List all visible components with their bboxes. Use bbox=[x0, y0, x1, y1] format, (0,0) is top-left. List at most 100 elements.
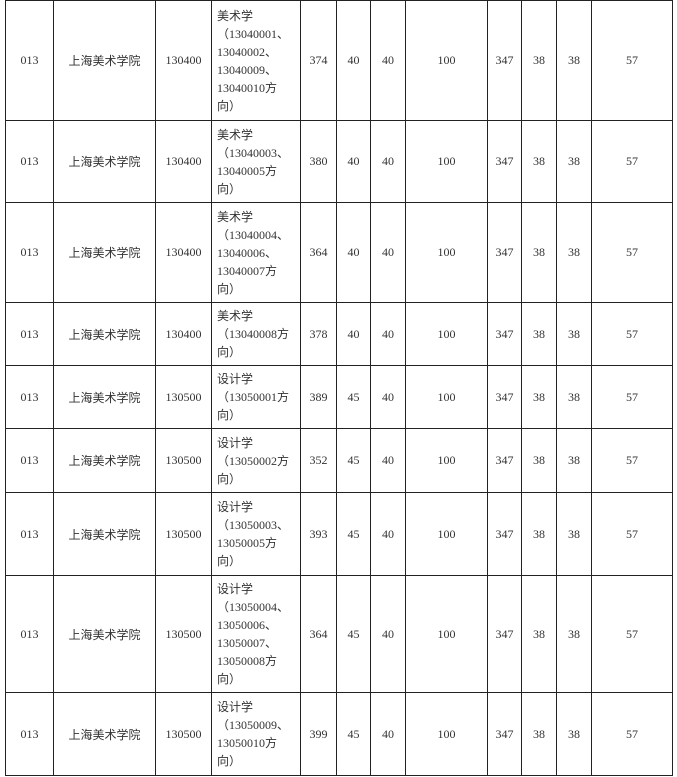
table-cell: 013 bbox=[5, 692, 54, 776]
cell-line: 向） bbox=[217, 281, 242, 296]
table-cell: 上海美术学院 bbox=[53, 302, 156, 366]
table-cell: 393 bbox=[300, 492, 337, 576]
cell-line: 13050008方 bbox=[217, 654, 278, 668]
table-cell: 美术学 （13040008方 向） bbox=[211, 302, 301, 366]
cell-line: 13040009、 bbox=[217, 62, 278, 77]
cell-line: 向） bbox=[217, 554, 242, 568]
table-cell: 38 bbox=[521, 692, 557, 776]
table-row: 013 上海美术学院 130400 美术学 （13040003、 13040005方 向） 3… bbox=[5, 120, 673, 203]
table-cell: 57 bbox=[591, 0, 673, 121]
table-cell: 100 bbox=[405, 575, 488, 693]
table-cell: 45 bbox=[336, 692, 371, 776]
table-cell: 38 bbox=[556, 120, 592, 203]
table-cell: 100 bbox=[405, 302, 488, 366]
table-cell: 100 bbox=[405, 202, 488, 303]
cell-line: （13040001、 bbox=[217, 26, 290, 41]
table-cell: 38 bbox=[521, 0, 557, 121]
cell-line: 向） bbox=[217, 98, 242, 113]
table-cell: 57 bbox=[591, 692, 673, 776]
table-cell: 399 bbox=[300, 692, 337, 776]
table-cell: 130500 bbox=[155, 492, 212, 576]
table-cell: 57 bbox=[591, 120, 673, 203]
table-cell: 美术学 （13040001、 13040002、 13040009、 13040010方… bbox=[211, 0, 301, 121]
table-cell: 013 bbox=[5, 120, 54, 203]
table-cell: 013 bbox=[5, 575, 54, 693]
table-cell: 上海美术学院 bbox=[53, 492, 156, 576]
cell-line: 设计学 bbox=[217, 372, 254, 386]
table-cell: 38 bbox=[556, 202, 592, 303]
cell-line: 13040006、 bbox=[217, 245, 278, 260]
table-cell: 130400 bbox=[155, 120, 212, 203]
cell-line: 13040007方 bbox=[217, 263, 278, 278]
table-cell: 设计学 （13050003、 13050005方 向） bbox=[211, 492, 301, 576]
table-cell: 40 bbox=[336, 302, 371, 366]
table-cell: 347 bbox=[487, 428, 522, 493]
table-cell: 364 bbox=[300, 575, 337, 693]
table-cell: 130500 bbox=[155, 692, 212, 776]
table-cell: 38 bbox=[556, 302, 592, 366]
table-cell: 38 bbox=[521, 428, 557, 493]
table-cell: 57 bbox=[591, 302, 673, 366]
cell-line: 设计学 bbox=[217, 435, 254, 450]
table-cell: 设计学 （13050009、 13050010方 向） bbox=[211, 692, 301, 776]
table-row: 013 上海美术学院 130500 设计学 （13050009、 13050010方 向） 3… bbox=[5, 692, 673, 776]
table-cell: 45 bbox=[336, 428, 371, 493]
table-cell: 347 bbox=[487, 0, 522, 121]
table-cell: 上海美术学院 bbox=[53, 120, 156, 203]
table-cell: 364 bbox=[300, 202, 337, 303]
cell-line: （13040008方 bbox=[217, 327, 290, 341]
cell-line: （13040003、 bbox=[217, 145, 290, 160]
table-cell: 38 bbox=[521, 575, 557, 693]
table-cell: 378 bbox=[300, 302, 337, 366]
table-cell: 上海美术学院 bbox=[53, 0, 156, 121]
table-cell: 347 bbox=[487, 692, 522, 776]
table-cell: 57 bbox=[591, 492, 673, 576]
table-cell: 347 bbox=[487, 302, 522, 366]
cell-line: 向） bbox=[217, 181, 242, 196]
cell-line: 13040005方 bbox=[217, 163, 278, 178]
table-cell: 40 bbox=[370, 365, 406, 429]
table-cell: 013 bbox=[5, 0, 54, 121]
table-cell: 38 bbox=[556, 575, 592, 693]
table-cell: 347 bbox=[487, 202, 522, 303]
score-table: 013 上海美术学院 130400 美术学 （13040001、 13040002、 130… bbox=[5, 0, 673, 776]
table-cell: 38 bbox=[521, 202, 557, 303]
table-cell: 上海美术学院 bbox=[53, 202, 156, 303]
table-cell: 013 bbox=[5, 428, 54, 493]
table-cell: 美术学 （13040004、 13040006、 13040007方 向） bbox=[211, 202, 301, 303]
table-cell: 美术学 （13040003、 13040005方 向） bbox=[211, 120, 301, 203]
table-cell: 40 bbox=[370, 302, 406, 366]
table-cell: 57 bbox=[591, 575, 673, 693]
table-cell: 389 bbox=[300, 365, 337, 429]
cell-line: 13040010方 bbox=[217, 80, 278, 95]
table-cell: 57 bbox=[591, 365, 673, 429]
cell-line: 设计学 bbox=[217, 700, 254, 714]
table-cell: 40 bbox=[336, 120, 371, 203]
table-cell: 100 bbox=[405, 120, 488, 203]
cell-line: 美术学 bbox=[217, 127, 254, 142]
table-cell: 38 bbox=[521, 120, 557, 203]
table-row: 013 上海美术学院 130400 美术学 （13040008方 向） 378 40 40 100… bbox=[5, 302, 673, 366]
cell-line: （13050009、 bbox=[217, 718, 290, 732]
table-cell: 013 bbox=[5, 202, 54, 303]
table-cell: 100 bbox=[405, 492, 488, 576]
table-cell: 38 bbox=[521, 365, 557, 429]
table-cell: 130400 bbox=[155, 302, 212, 366]
table-cell: 45 bbox=[336, 575, 371, 693]
table-cell: 设计学 （13050002方 向） bbox=[211, 428, 301, 493]
table-cell: 130500 bbox=[155, 428, 212, 493]
cell-line: （13050004、 bbox=[217, 600, 290, 614]
table-cell: 40 bbox=[336, 0, 371, 121]
cell-line: 向） bbox=[217, 345, 242, 359]
table-cell: 100 bbox=[405, 365, 488, 429]
table-cell: 40 bbox=[370, 575, 406, 693]
table-cell: 38 bbox=[521, 302, 557, 366]
cell-line: 13050006、 bbox=[217, 618, 278, 632]
cell-line: 13050010方 bbox=[217, 736, 278, 750]
table-cell: 130500 bbox=[155, 365, 212, 429]
table-cell: 57 bbox=[591, 202, 673, 303]
table-cell: 38 bbox=[556, 0, 592, 121]
table-cell: 352 bbox=[300, 428, 337, 493]
cell-line: 向） bbox=[217, 672, 242, 686]
